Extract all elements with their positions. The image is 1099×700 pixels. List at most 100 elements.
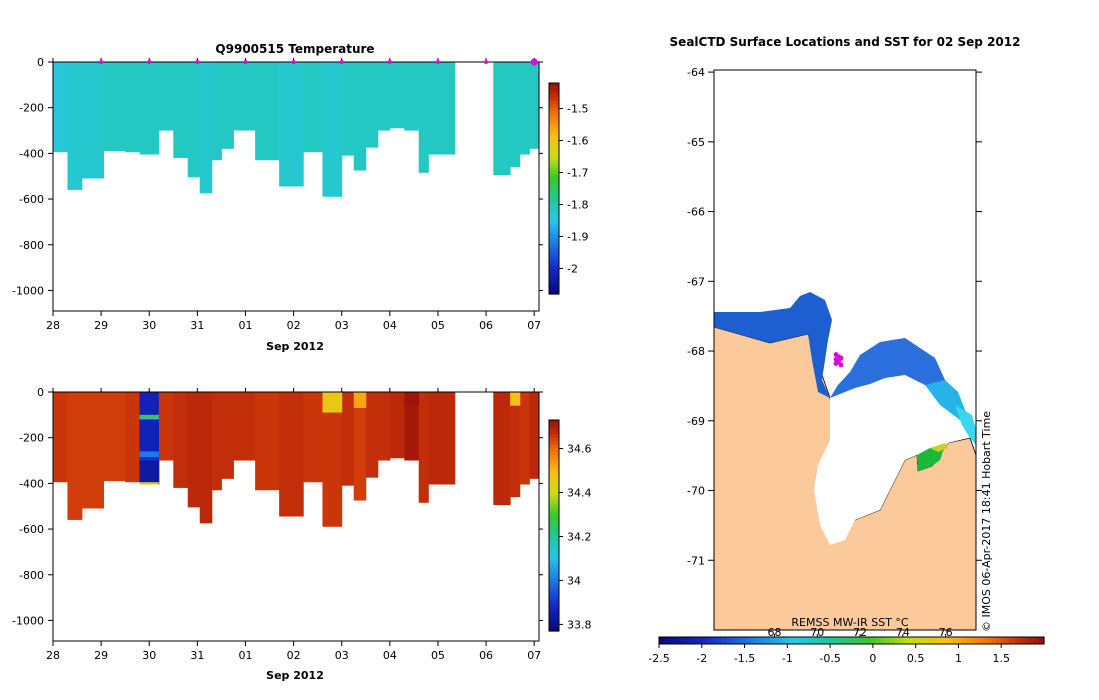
colorbar-step (549, 511, 559, 516)
salinity-xlabel: Sep 2012 (266, 669, 324, 682)
temperature-title: Q9900515 Temperature (215, 42, 374, 56)
sst-colorbar-step (827, 637, 833, 644)
colorbar-step (549, 500, 559, 505)
colorbar-step (549, 97, 559, 102)
colorbar-step (549, 472, 559, 477)
colorbar-step (549, 504, 559, 509)
colorbar-step (549, 276, 559, 281)
sst-colorbar-step (736, 637, 742, 644)
sst-colorbar-step (740, 637, 747, 644)
colorbar-step (549, 269, 559, 274)
colorbar-step (549, 518, 559, 523)
sst-colorbar-step (918, 637, 925, 644)
temperature-axes: 28 29 30 31 01 02 03 04 05 06 07 0 -200 -400 -600 -800 -… (12, 56, 543, 332)
colorbar-step (549, 283, 559, 288)
profile-cell (493, 392, 511, 506)
profile-cell (81, 62, 105, 179)
sst-colorbar-step (760, 637, 766, 644)
sst-colorbar-step (813, 637, 819, 644)
y-tick-label: -400 (19, 477, 44, 490)
profile-marker (291, 60, 296, 64)
sst-colorbar-step (1029, 637, 1035, 644)
sst-colorbar-step (692, 637, 699, 644)
lat-tick-label: -65 (687, 136, 705, 149)
sst-colorbar-step (870, 637, 877, 644)
anomaly-band (139, 414, 159, 418)
colorbar-step (549, 100, 559, 105)
colorbar-step (549, 455, 559, 460)
temperature-xlabel: Sep 2012 (266, 340, 324, 353)
sst-colorbar-step (851, 637, 857, 644)
seal-position (838, 362, 844, 368)
colorbar-step (549, 479, 559, 484)
x-tick-label: 05 (431, 319, 445, 332)
sst-colorbar-step (769, 637, 776, 644)
colorbar-step (549, 599, 559, 604)
colorbar-step (549, 244, 559, 249)
sst-colorbar-step (755, 637, 761, 644)
profile-cell (418, 62, 429, 173)
profile-cell (158, 392, 174, 461)
surface-patch (322, 392, 343, 413)
colorbar-tick-label: 34 (567, 574, 581, 587)
colorbar-step (549, 86, 559, 91)
colorbar-step (549, 262, 559, 267)
profile-cell (519, 392, 530, 485)
profile-cell (173, 62, 189, 158)
lat-tick-label: -69 (687, 415, 705, 428)
profile-cell (279, 62, 304, 187)
profile-marker (435, 60, 440, 64)
sst-fahrenheit-label: 76 (939, 626, 953, 639)
colorbar-step (549, 613, 559, 618)
x-tick-label: 06 (479, 319, 493, 332)
colorbar-step (549, 146, 559, 151)
surface-patch (404, 392, 420, 406)
x-tick-label: 07 (527, 319, 541, 332)
sst-colorbar-step (716, 637, 723, 644)
profile-cell (418, 392, 429, 503)
colorbar-tick-label: -2 (567, 262, 578, 275)
profile-cell (233, 62, 256, 131)
sst-colorbar-step (837, 637, 843, 644)
sst-colorbar-step (1000, 637, 1007, 644)
x-tick-label: 28 (46, 319, 60, 332)
profile-marker (530, 58, 538, 66)
map-axes: -64 -65 -66 -67 -68 -69 -70 -71 (687, 66, 982, 567)
colorbar-step (549, 557, 559, 562)
colorbar-step (549, 507, 559, 513)
sea-ice-white (814, 390, 968, 545)
sst-colorbar-step (976, 637, 983, 644)
sst-colorbar-tick-label: 0 (869, 652, 876, 665)
sst-colorbar-step (971, 637, 978, 644)
sst-colorbar-step (721, 637, 727, 644)
colorbar-step (549, 128, 559, 133)
colorbar-step (549, 602, 559, 607)
colorbar-step (549, 121, 559, 126)
sst-colorbar-step (832, 637, 838, 644)
profile-cell (279, 392, 304, 517)
colorbar-tick-label: 34.4 (567, 487, 592, 500)
colorbar-step (549, 195, 559, 200)
profile-cell (389, 62, 405, 129)
sst-colorbar-step (822, 637, 829, 644)
colorbar-tick-label: 34.6 (567, 443, 592, 456)
x-tick-label: 06 (479, 649, 493, 662)
profile-cell (221, 62, 234, 149)
profile-cell (187, 392, 201, 508)
colorbar-step (549, 114, 559, 119)
sst-colorbar-step (1019, 637, 1026, 644)
y-tick-label: -400 (19, 147, 44, 160)
y-tick-label: -600 (19, 193, 44, 206)
sst-colorbar-label: REMSS MW-IR SST °C (791, 616, 909, 629)
profile-cell (139, 62, 160, 155)
profile-cell (255, 62, 280, 161)
colorbar-step (549, 220, 559, 225)
profile-cell (125, 62, 141, 153)
lat-tick-label: -68 (687, 345, 705, 358)
temperature-plot-frame (52, 61, 540, 312)
colorbar-step (549, 265, 559, 270)
colorbar-frame (548, 419, 560, 632)
lat-tick-label: -67 (687, 275, 705, 288)
y-tick-label: -1000 (12, 614, 44, 627)
profile-marker (147, 60, 152, 64)
